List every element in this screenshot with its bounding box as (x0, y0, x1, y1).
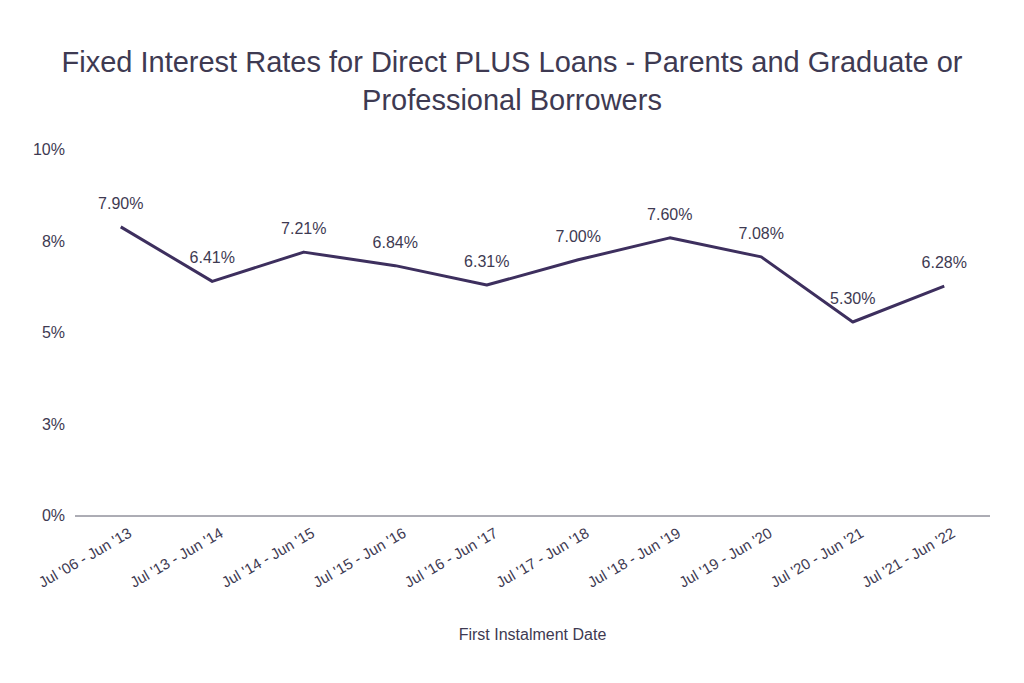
x-tick-label: Jul '13 - Jun '14 (127, 524, 226, 591)
y-tick (71, 241, 75, 242)
x-axis-label: First Instalment Date (459, 626, 607, 643)
x-tick-label: Jul '17 - Jun '18 (493, 524, 592, 591)
y-tick (71, 333, 75, 334)
data-label: 6.41% (190, 249, 235, 266)
y-tick (71, 516, 75, 517)
y-tick-label: 0% (42, 507, 65, 524)
y-tick-label: 8% (42, 233, 65, 250)
chart-container: Fixed Interest Rates for Direct PLUS Loa… (0, 0, 1024, 683)
y-tick (71, 424, 75, 425)
data-line (121, 227, 945, 322)
x-tick-label: Jul '06 - Jun '13 (36, 524, 135, 591)
plot-area (121, 227, 945, 322)
data-label: 7.60% (647, 206, 692, 223)
x-tick-label: Jul '15 - Jun '16 (310, 524, 409, 591)
data-label: 6.31% (464, 253, 509, 270)
data-label: 6.28% (922, 254, 967, 271)
data-label: 6.84% (373, 234, 418, 251)
data-label: 7.21% (281, 220, 326, 237)
y-tick-label: 3% (42, 416, 65, 433)
data-label: 7.00% (556, 228, 601, 245)
x-tick-label: Jul '20 - Jun '21 (768, 524, 867, 591)
data-label: 5.30% (830, 290, 875, 307)
y-tick-label: 5% (42, 324, 65, 341)
x-tick-label: Jul '16 - Jun '17 (402, 524, 501, 591)
title: Fixed Interest Rates for Direct PLUS Loa… (61, 46, 962, 116)
x-axis-line (75, 516, 990, 517)
data-label: 7.08% (739, 225, 784, 242)
y-tick (71, 150, 75, 151)
y-tick-label: 10% (33, 141, 65, 158)
data-label: 7.90% (98, 195, 143, 212)
x-tick-label: Jul '21 - Jun '22 (859, 524, 958, 591)
x-tick-label: Jul '14 - Jun '15 (219, 524, 318, 591)
x-tick-label: Jul '18 - Jun '19 (585, 524, 684, 591)
chart-svg: Fixed Interest Rates for Direct PLUS Loa… (0, 0, 1024, 683)
x-tick-label: Jul '19 - Jun '20 (676, 524, 775, 591)
